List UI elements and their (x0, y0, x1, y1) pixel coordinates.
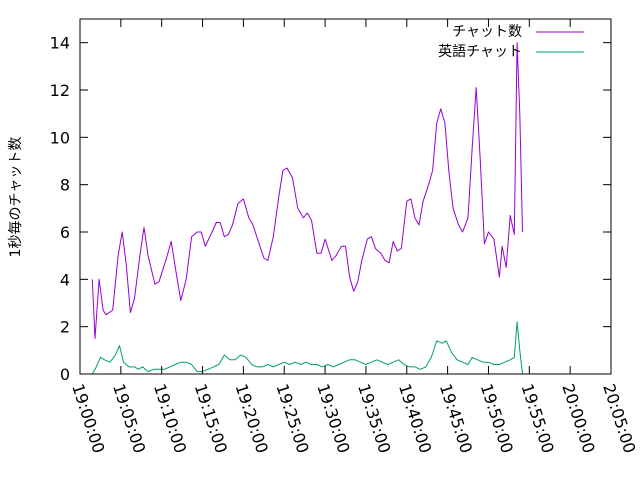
y-tick-label: 2 (60, 318, 70, 337)
legend-item-english-chat: 英語チャット (438, 43, 584, 60)
y-tick-label: 12 (50, 81, 70, 100)
y-axis-title: 1秒毎のチャット数 (8, 137, 24, 258)
y-tick-label: 4 (60, 270, 70, 289)
legend-label-english-chat: 英語チャット (438, 43, 522, 60)
series-layer (91, 42, 523, 375)
y-tick-label: 0 (60, 365, 70, 384)
y-tick-label: 6 (60, 223, 70, 242)
y-axis: 0 2 4 6 8 10 12 14 (50, 34, 611, 384)
series-line-english-chat (91, 321, 523, 375)
y-tick-label: 14 (50, 34, 70, 53)
series-line-chat-count (91, 42, 523, 339)
y-tick-label: 10 (50, 128, 70, 147)
legend-item-chat-count: チャット数 (452, 24, 584, 40)
legend: チャット数 英語チャット (438, 24, 584, 60)
plot-frame (79, 18, 612, 375)
legend-label-chat-count: チャット数 (452, 24, 522, 40)
y-tick-label: 8 (60, 176, 70, 195)
